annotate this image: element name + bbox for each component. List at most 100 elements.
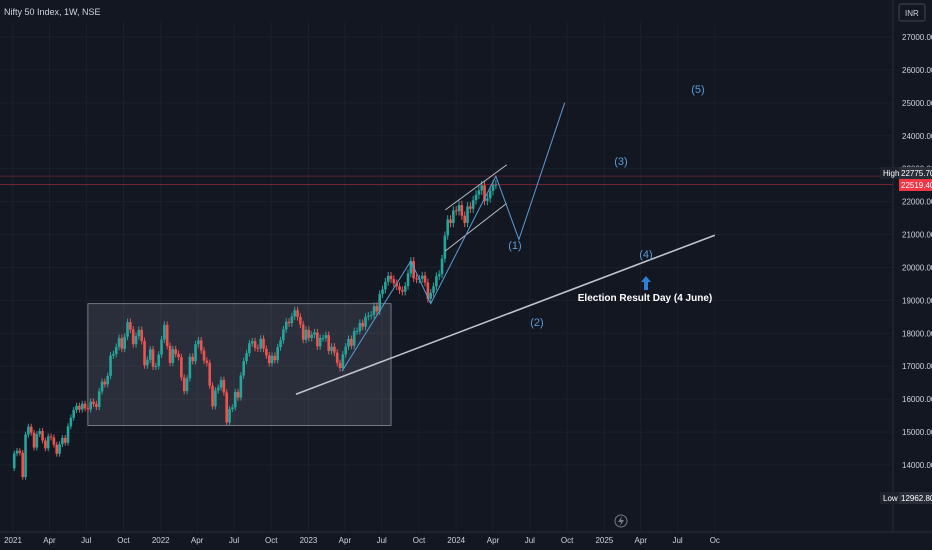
- time-tick-label: 2023: [300, 536, 318, 545]
- time-tick-label: 2025: [595, 536, 613, 545]
- candle-body: [265, 348, 268, 356]
- time-tick-label: Oc: [710, 536, 720, 545]
- candle-body: [18, 450, 22, 453]
- candle-body: [231, 407, 234, 410]
- candle-body: [443, 235, 447, 259]
- candle-body: [216, 387, 220, 391]
- candle-body: [369, 314, 373, 316]
- wave-2-label: (2): [530, 317, 543, 329]
- election-annotation: Election Result Day (4 June): [578, 276, 712, 304]
- candle-body: [160, 339, 163, 355]
- high-label-box: [880, 167, 899, 179]
- candle-body: [446, 219, 449, 236]
- currency-label[interactable]: INR: [905, 9, 919, 18]
- current-price-box: [899, 179, 932, 191]
- candle-body: [423, 275, 427, 283]
- currency-button[interactable]: INR: [898, 3, 926, 22]
- current-price-value: 22519.40: [901, 181, 932, 190]
- price-tick-label: 21000.00: [902, 231, 932, 240]
- low-label: Low: [883, 494, 898, 503]
- candle-body: [80, 403, 84, 410]
- candle-body: [55, 444, 59, 454]
- candle-body: [452, 210, 455, 224]
- candle-body: [78, 405, 81, 410]
- candle-body: [449, 219, 452, 224]
- price-axis[interactable]: 27000.0026000.0025000.0024000.0023000.00…: [902, 33, 932, 470]
- time-tick-label: Apr: [43, 536, 56, 545]
- candle-body: [58, 444, 61, 454]
- candle-body: [12, 453, 16, 469]
- consolidation-box[interactable]: [87, 303, 392, 426]
- price-tick-label: 14000.00: [902, 461, 932, 470]
- candle-body: [437, 274, 441, 277]
- time-tick-label: Apr: [191, 536, 204, 545]
- candle-body: [367, 315, 370, 317]
- time-tick-label: Apr: [635, 536, 648, 545]
- candle-body: [350, 338, 353, 346]
- high-price-tag: High 22775.70: [880, 167, 932, 179]
- candle-body: [148, 349, 152, 360]
- candle-body: [267, 355, 271, 364]
- candle-body: [225, 392, 229, 423]
- time-axis[interactable]: 2021 Apr Jul Oct 2022 Apr Jul Oct 2023 Apr Jul Oct 2…: [4, 536, 720, 545]
- candle-body: [324, 335, 328, 339]
- currency-button-frame[interactable]: [898, 3, 926, 22]
- candle-body: [355, 331, 359, 333]
- candle-body: [395, 283, 399, 287]
- candle-body: [211, 385, 214, 407]
- candle-body: [236, 391, 240, 398]
- lightning-circle[interactable]: [614, 514, 628, 528]
- candle-body: [46, 436, 50, 449]
- candle-body: [49, 436, 53, 438]
- candle-body: [140, 329, 144, 342]
- candle-body: [299, 316, 302, 325]
- candle-body: [97, 391, 101, 407]
- drawings-layer: [0, 102, 893, 395]
- candle-body: [143, 341, 146, 366]
- candle-body: [474, 194, 478, 201]
- candle-body: [491, 184, 495, 191]
- channel-line[interactable]: [444, 202, 508, 252]
- candle-body: [103, 381, 107, 385]
- candle-body: [420, 275, 424, 279]
- time-tick-label: Oct: [117, 536, 130, 545]
- price-tick-label: 16000.00: [902, 395, 932, 404]
- elliott-wave-path[interactable]: [341, 102, 566, 372]
- candle-body: [426, 282, 430, 299]
- candle-body: [83, 403, 87, 409]
- candle-body: [35, 434, 39, 448]
- support-trendline[interactable]: [295, 234, 716, 395]
- candle-body: [222, 379, 226, 393]
- candle-body: [177, 353, 180, 358]
- price-tick-label: 20000.00: [902, 263, 932, 272]
- time-tick-label: Apr: [339, 536, 352, 545]
- candle-body: [106, 375, 110, 385]
- candle-body: [293, 310, 297, 317]
- time-tick-label: Oct: [561, 536, 574, 545]
- candle-body: [202, 350, 206, 361]
- candle-body: [41, 431, 44, 441]
- candle-body: [239, 375, 243, 398]
- candle-body: [389, 275, 393, 280]
- time-tick-label: 2021: [4, 536, 22, 545]
- candle-body: [32, 432, 36, 448]
- candle-body: [63, 437, 67, 443]
- candle-body: [415, 278, 418, 280]
- candle-body: [219, 379, 223, 388]
- lightning-icon[interactable]: [614, 514, 628, 528]
- candle-body: [494, 184, 498, 186]
- candle-body: [233, 391, 237, 408]
- candle-body: [72, 410, 76, 418]
- wave-1-label: (1): [508, 240, 521, 252]
- grid: [0, 22, 893, 532]
- channel-line[interactable]: [445, 164, 508, 211]
- candle-body: [117, 338, 121, 347]
- candle-body: [259, 338, 263, 349]
- wave-5-label: (5): [691, 84, 704, 96]
- candle-body: [228, 409, 231, 423]
- candle-body: [296, 310, 299, 317]
- candle-body: [344, 346, 348, 355]
- candle-body: [398, 286, 401, 291]
- candle-body: [378, 294, 382, 312]
